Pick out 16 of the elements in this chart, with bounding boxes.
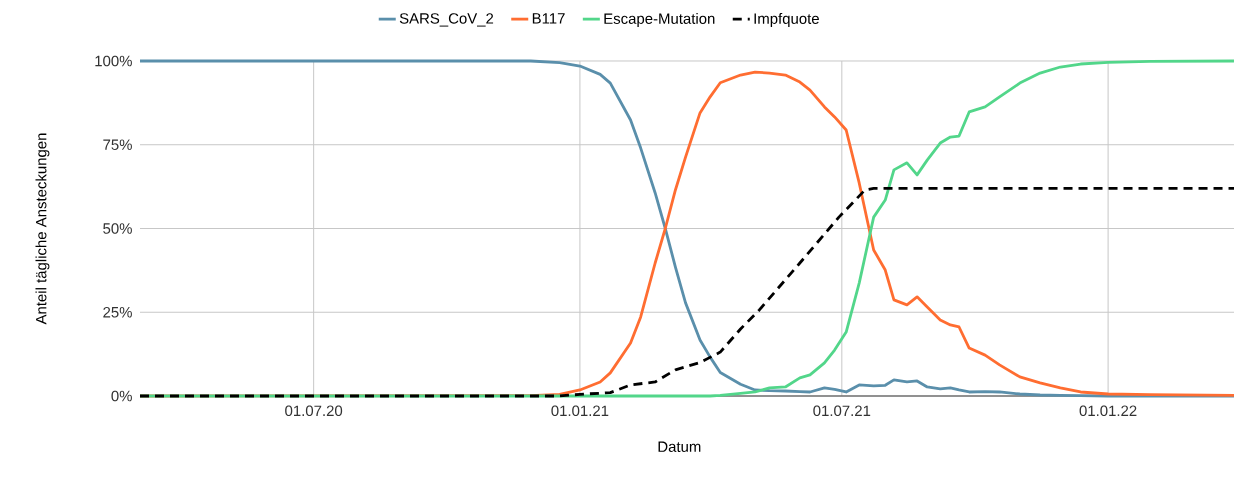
- line-series: [138, 186, 1234, 398]
- x-tick-label: 01.07.21: [813, 405, 871, 417]
- x-axis-title: Datum: [658, 441, 701, 452]
- y-tick-label: 100%: [95, 55, 132, 67]
- y-tick-label: 0%: [111, 390, 132, 402]
- y-tick-label: 50%: [103, 223, 132, 234]
- x-tick-label: 01.01.21: [551, 405, 609, 417]
- legend-label: B117: [532, 13, 565, 24]
- x-tick-label: 01.01.22: [1079, 405, 1137, 417]
- y-tick-label: 25%: [103, 306, 132, 318]
- y-tick-label: 75%: [103, 139, 132, 150]
- legend-label: SARS_CoV_2: [399, 13, 494, 27]
- legend-label: Impfquote: [754, 12, 819, 27]
- x-tick-label: 01.07.20: [285, 405, 343, 417]
- legend-label: Escape-Mutation: [604, 12, 715, 27]
- y-axis-title: Anteil tägliche Ansteckungen: [35, 133, 50, 325]
